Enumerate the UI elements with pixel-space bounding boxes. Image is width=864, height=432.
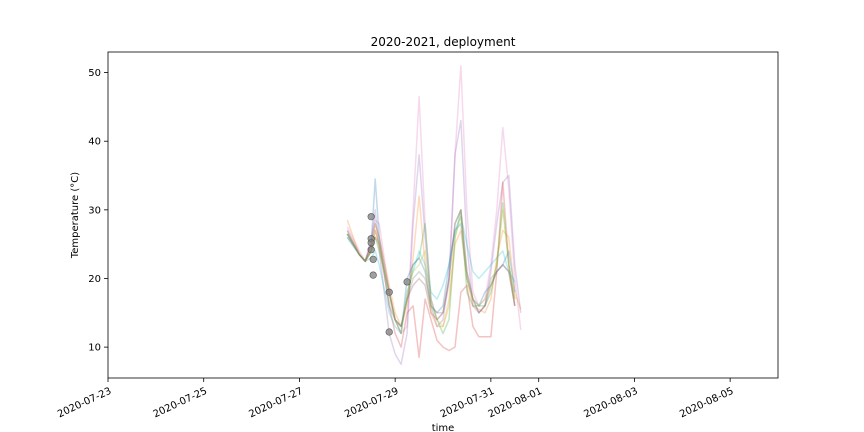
- y-tick-label: 10: [88, 343, 101, 354]
- series-line-1: [346, 64, 522, 335]
- marker-point-4: [367, 246, 375, 254]
- marker-point-1: [367, 213, 375, 221]
- y-tick-label: 30: [88, 205, 101, 216]
- marker-point-8: [385, 328, 393, 336]
- plot-frame: [107, 51, 779, 379]
- y-axis-title: Temperature (°C): [70, 172, 81, 259]
- plot-area: [107, 51, 779, 379]
- series-line-3: [346, 181, 516, 359]
- series-line-10: [346, 209, 516, 335]
- marker-point-6: [369, 271, 377, 279]
- marker-point-7: [385, 288, 393, 296]
- y-tick-label: 40: [88, 137, 101, 148]
- x-axis-title: time: [432, 423, 455, 432]
- series-line-9: [346, 209, 516, 328]
- chart-title: 2020-2021, deployment: [371, 35, 516, 49]
- series-line-2: [346, 119, 522, 366]
- y-tick-label: 20: [88, 274, 101, 285]
- series-layer: [346, 64, 522, 366]
- series-line-4: [346, 195, 522, 328]
- series-line-6: [346, 215, 516, 335]
- series-line-7: [346, 178, 516, 335]
- marker-layer: [367, 213, 411, 336]
- marker-point-3: [367, 239, 375, 247]
- series-line-8: [346, 209, 516, 328]
- series-line-5: [346, 202, 516, 335]
- marker-point-9: [403, 278, 411, 286]
- y-axis: 10 20 30 40 50: [88, 68, 108, 354]
- marker-point-5: [369, 255, 377, 263]
- y-tick-label: 50: [88, 68, 101, 79]
